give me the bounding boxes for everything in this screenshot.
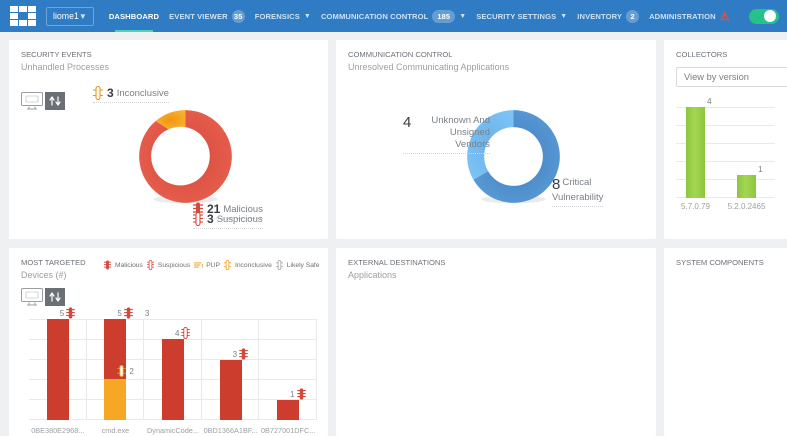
svg-text:!: ! (202, 264, 203, 270)
